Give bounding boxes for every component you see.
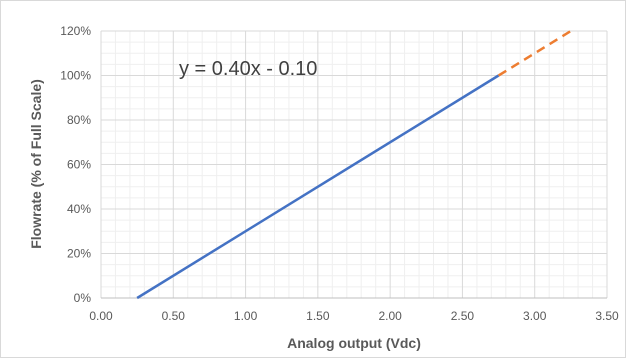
y-tick-label: 20% bbox=[67, 247, 91, 261]
y-tick-label: 100% bbox=[60, 69, 91, 83]
x-tick-labels: 0.00 0.50 1.00 1.50 2.00 2.50 3.00 3.50 bbox=[89, 309, 619, 323]
y-axis-title: Flowrate (% of Full Scale) bbox=[28, 79, 44, 249]
x-tick-label: 1.00 bbox=[234, 309, 258, 323]
x-tick-label: 0.50 bbox=[162, 309, 186, 323]
x-tick-label: 3.00 bbox=[523, 309, 547, 323]
equation-annotation: y = 0.40x - 0.10 bbox=[179, 58, 317, 80]
x-tick-label: 2.50 bbox=[451, 309, 475, 323]
calibration-line bbox=[136, 74, 500, 300]
x-tick-label: 2.00 bbox=[378, 309, 402, 323]
y-tick-labels: 0% 20% 40% 60% 80% 100% 120% bbox=[60, 24, 91, 305]
y-tick-label: 40% bbox=[67, 202, 91, 216]
series-group bbox=[136, 29, 572, 300]
y-tick-label: 0% bbox=[74, 291, 92, 305]
y-tick-label: 80% bbox=[67, 113, 91, 127]
y-tick-label: 60% bbox=[67, 158, 91, 172]
x-tick-label: 0.00 bbox=[89, 309, 113, 323]
x-tick-label: 1.50 bbox=[306, 309, 330, 323]
x-axis-title: Analog output (Vdc) bbox=[287, 335, 421, 351]
x-tick-label: 3.50 bbox=[595, 309, 619, 323]
y-tick-label: 120% bbox=[60, 24, 91, 38]
